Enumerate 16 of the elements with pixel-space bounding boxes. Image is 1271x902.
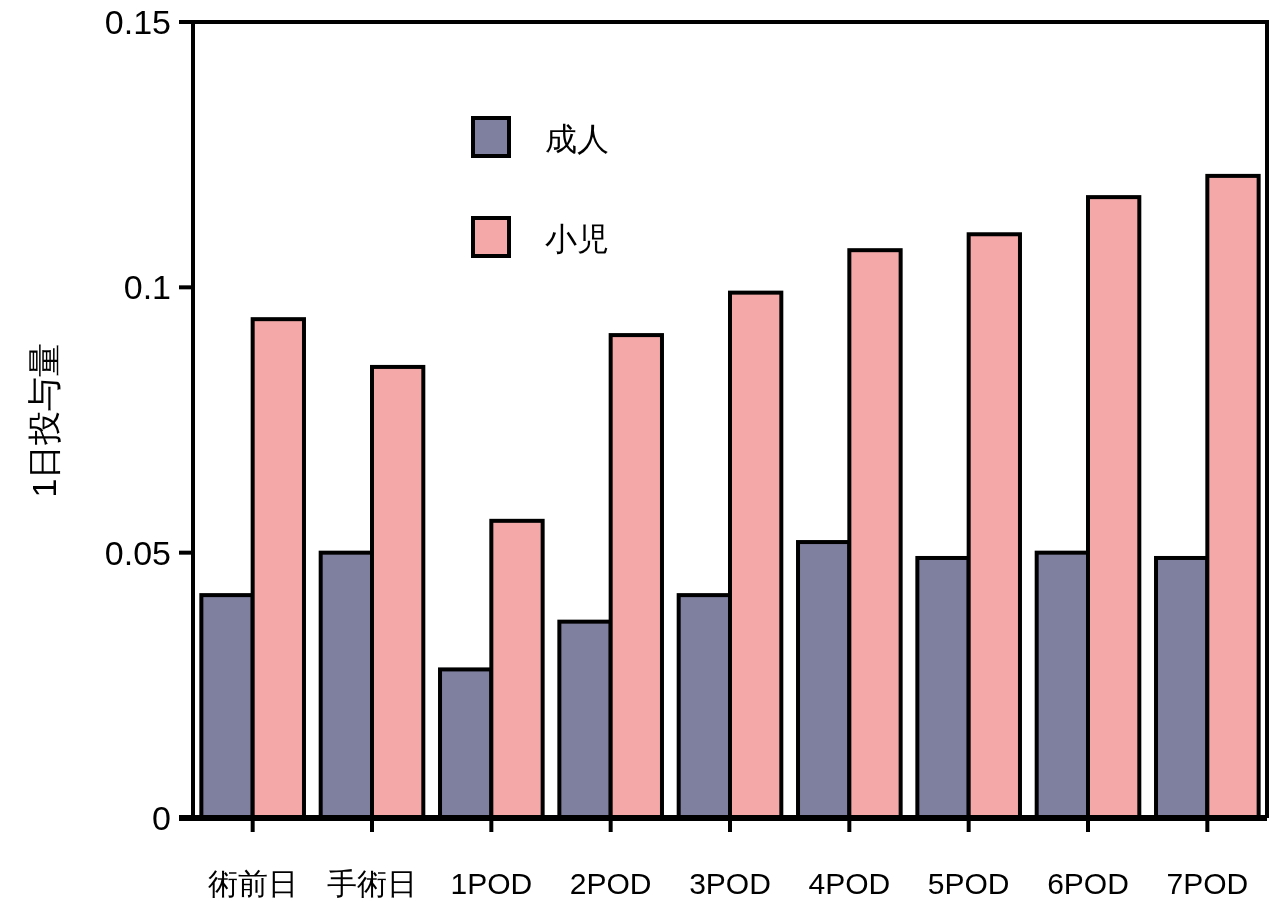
x-tick-label: 3POD: [689, 867, 771, 900]
x-tick-label: 1POD: [450, 867, 533, 900]
y-tick-label: 0.05: [104, 533, 171, 572]
x-tick-label: 2POD: [569, 867, 652, 900]
x-tick-label: 5POD: [927, 867, 1010, 900]
x-tick-label: 6POD: [1047, 867, 1129, 900]
legend-label: 成人: [545, 121, 609, 157]
y-tick-label: 0.15: [104, 3, 171, 41]
x-tick-label: 4POD: [808, 867, 891, 900]
x-tick-label: 手術日: [327, 867, 417, 900]
legend-label: 小児: [545, 221, 609, 257]
y-tick-label: 0.1: [123, 268, 171, 307]
y-tick-label: 0: [152, 799, 171, 837]
x-tick-label: 7POD: [1166, 867, 1249, 900]
x-tick-label: 術前日: [207, 867, 298, 900]
y-axis-title: 1日投与量: [25, 342, 63, 498]
